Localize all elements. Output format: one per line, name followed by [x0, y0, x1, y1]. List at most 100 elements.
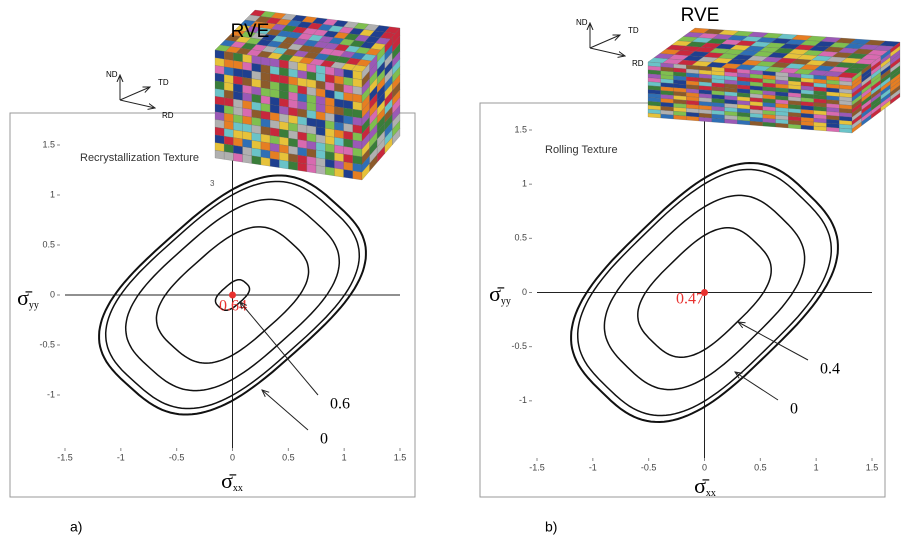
axis-label: σ̄xx: [694, 473, 716, 499]
grain: [279, 90, 288, 99]
axis-subscript: yy: [501, 296, 511, 307]
x-tick-label: -1.5: [529, 462, 545, 472]
plot-title: Recrystallization Texture: [80, 152, 199, 164]
grain: [261, 103, 270, 112]
grain: [279, 114, 288, 123]
triad-label: TD: [628, 26, 639, 35]
grain: [334, 99, 343, 108]
panel-label: b): [545, 519, 557, 535]
grain: [316, 135, 325, 144]
grain: [252, 110, 261, 119]
grain: [334, 114, 343, 123]
grain: [233, 153, 242, 162]
grain: [252, 56, 261, 65]
grain: [279, 129, 288, 138]
grain: [270, 143, 279, 152]
grain: [316, 165, 325, 174]
grain: [261, 142, 270, 151]
grain: [261, 119, 270, 128]
grain: [224, 121, 233, 130]
grain: [261, 134, 270, 143]
grain: [243, 54, 252, 63]
grain: [261, 149, 270, 158]
grain: [270, 159, 279, 168]
grain: [298, 163, 307, 172]
grain: [307, 133, 316, 142]
triad-arrow: [590, 35, 620, 48]
y-tick-label: 1.5: [514, 124, 527, 134]
grain: [279, 144, 288, 153]
grain: [224, 129, 233, 138]
grain: [270, 74, 279, 83]
point-label: 0.64: [219, 298, 247, 315]
x-tick-label: 0.5: [754, 462, 767, 472]
grain: [325, 136, 334, 145]
y-tick-label: 0: [522, 287, 527, 297]
grain: [289, 138, 298, 147]
grain: [233, 76, 242, 85]
grain: [307, 110, 316, 119]
axis-label: σ̄yy: [17, 285, 39, 311]
grain: [325, 128, 334, 137]
grain: [215, 104, 224, 113]
grain: [279, 83, 288, 92]
grain: [233, 84, 242, 93]
x-tick-label: 0.5: [282, 452, 295, 462]
grain: [353, 148, 362, 157]
y-tick-label: 1: [50, 189, 55, 199]
y-tick-label: 1: [522, 179, 527, 189]
grain: [261, 157, 270, 166]
grain: [298, 78, 307, 87]
triad-label: TD: [158, 78, 169, 87]
grain: [334, 145, 343, 154]
grain: [334, 137, 343, 146]
grain: [252, 86, 261, 95]
grain: [224, 113, 233, 122]
grain: [261, 126, 270, 135]
grain: [307, 71, 316, 80]
grain: [307, 118, 316, 127]
grain: [224, 144, 233, 153]
grain: [325, 90, 334, 99]
grain: [270, 128, 279, 137]
grain: [289, 123, 298, 132]
grain: [353, 117, 362, 126]
grain: [353, 125, 362, 134]
grain: [289, 61, 298, 70]
grain: [279, 75, 288, 84]
grain: [215, 50, 224, 59]
grain: [261, 57, 270, 66]
grain: [243, 62, 252, 71]
grain: [252, 102, 261, 111]
grain: [316, 81, 325, 90]
grain: [344, 92, 353, 101]
grain: [316, 96, 325, 105]
grain: [344, 108, 353, 117]
grain: [215, 143, 224, 152]
axis-label: σ̄xx: [221, 468, 243, 494]
grain: [270, 58, 279, 67]
triad-arrow: [120, 87, 150, 100]
grain: [279, 160, 288, 169]
figure: -1.5-1-0.500.511.5-1-0.500.511.5Recrysta…: [0, 0, 919, 543]
grain: [215, 58, 224, 67]
triad-arrow: [120, 100, 155, 108]
grain: [215, 112, 224, 121]
grain: [344, 69, 353, 78]
grain: [298, 124, 307, 133]
grain: [298, 155, 307, 164]
grain: [215, 89, 224, 98]
grain: [215, 96, 224, 105]
grain: [307, 79, 316, 88]
grain: [307, 95, 316, 104]
grain: [233, 138, 242, 147]
grain: [316, 73, 325, 82]
grain: [298, 101, 307, 110]
grain: [298, 147, 307, 156]
grain: [243, 124, 252, 133]
grain: [243, 93, 252, 102]
grain: [279, 98, 288, 107]
grain: [289, 69, 298, 78]
grain: [233, 145, 242, 154]
grain: [252, 71, 261, 80]
